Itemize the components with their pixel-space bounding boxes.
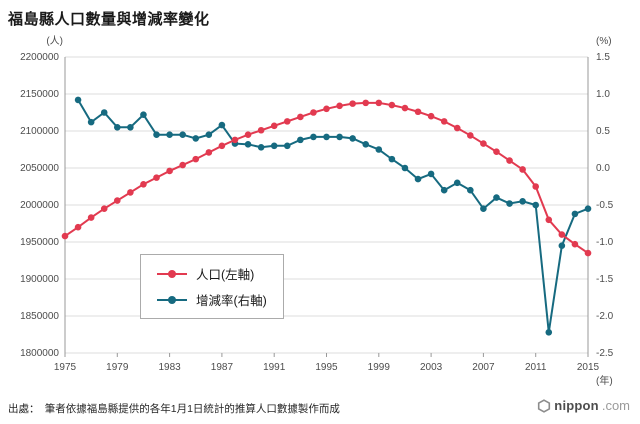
- svg-text:1.0: 1.0: [596, 89, 610, 100]
- legend-item-population: 人口(左軸): [157, 264, 267, 283]
- svg-text:2200000: 2200000: [20, 52, 59, 63]
- svg-text:-1.5: -1.5: [596, 274, 614, 285]
- svg-text:2007: 2007: [472, 362, 495, 373]
- svg-text:-2.5: -2.5: [596, 348, 614, 359]
- svg-text:1.5: 1.5: [596, 52, 610, 63]
- svg-text:1975: 1975: [54, 362, 77, 373]
- population-line-icon: [157, 269, 187, 278]
- logo-name: nippon: [554, 398, 599, 413]
- svg-text:0.5: 0.5: [596, 126, 610, 137]
- legend-item-rate: 增減率(右軸): [157, 290, 267, 309]
- nippon-logo-link[interactable]: nippon .com: [537, 398, 630, 413]
- svg-text:1800000: 1800000: [20, 348, 59, 359]
- svg-text:-0.5: -0.5: [596, 200, 614, 211]
- legend-label-rate: 增減率(右軸): [196, 294, 267, 308]
- chart-legend: 人口(左軸) 增減率(右軸): [140, 254, 284, 319]
- svg-text:1995: 1995: [315, 362, 338, 373]
- svg-text:1900000: 1900000: [20, 274, 59, 285]
- svg-text:(%): (%): [596, 36, 612, 47]
- svg-text:2150000: 2150000: [20, 89, 59, 100]
- svg-text:(年): (年): [596, 374, 613, 387]
- svg-text:0.0: 0.0: [596, 163, 610, 174]
- svg-text:-1.0: -1.0: [596, 237, 614, 248]
- svg-text:1950000: 1950000: [20, 237, 59, 248]
- svg-text:2100000: 2100000: [20, 126, 59, 137]
- svg-text:1991: 1991: [263, 362, 286, 373]
- source-note: 出處： 筆者依據福島縣提供的各年1月1日統計的推算人口數據製作而成: [8, 403, 340, 415]
- svg-text:1987: 1987: [211, 362, 234, 373]
- svg-text:2050000: 2050000: [20, 163, 59, 174]
- svg-text:(人): (人): [46, 35, 63, 47]
- svg-text:1979: 1979: [106, 362, 129, 373]
- svg-text:2003: 2003: [420, 362, 443, 373]
- legend-label-population: 人口(左軸): [196, 268, 255, 282]
- logo-tld: .com: [601, 398, 630, 413]
- svg-text:1999: 1999: [368, 362, 391, 373]
- rate-line-icon: [157, 295, 187, 304]
- hexagon-logo-icon: [538, 398, 551, 413]
- svg-text:1850000: 1850000: [20, 311, 59, 322]
- svg-text:1983: 1983: [158, 362, 181, 373]
- chart-title: 福島縣人口數量與增減率變化: [8, 11, 210, 28]
- chart-canvas: 2200000 2150000 2100000 2050000 2000000 19500…: [20, 35, 614, 387]
- svg-text:2000000: 2000000: [20, 200, 59, 211]
- svg-text:2011: 2011: [525, 362, 547, 373]
- svg-text:-2.0: -2.0: [596, 311, 614, 322]
- svg-text:2015: 2015: [577, 362, 600, 373]
